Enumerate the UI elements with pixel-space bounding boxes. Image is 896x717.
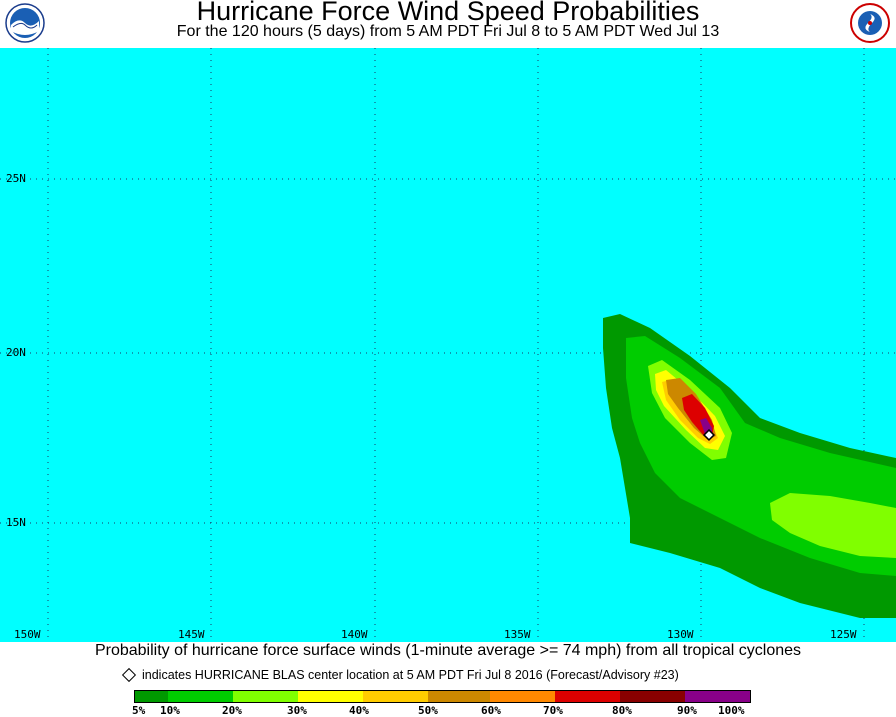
legend-label: 70% — [543, 704, 563, 717]
legend-swatch — [685, 691, 750, 702]
map-caption: Probability of hurricane force surface w… — [94, 642, 802, 659]
legend-swatch — [233, 691, 298, 702]
diamond-icon — [121, 667, 137, 683]
page-subtitle: For the 120 hours (5 days) from 5 AM PDT… — [176, 23, 720, 40]
lon-label-125w: 125W — [830, 628, 857, 641]
legend-swatch — [428, 691, 490, 702]
legend-label: 5% — [132, 704, 146, 717]
legend-label: 80% — [612, 704, 632, 717]
color-legend — [134, 690, 751, 703]
lat-label-25n: 25N — [6, 172, 26, 185]
lon-label-140w: 140W — [341, 628, 368, 641]
storm-note: indicates HURRICANE BLAS center location… — [120, 667, 679, 683]
lat-label-20n: 20N — [6, 346, 26, 359]
legend-label: 30% — [287, 704, 307, 717]
noaa-logo — [5, 3, 45, 43]
legend-label: 10% — [160, 704, 180, 717]
legend-swatch — [490, 691, 555, 702]
legend-label: 20% — [222, 704, 242, 717]
storm-note-text: indicates HURRICANE BLAS center location… — [142, 668, 679, 682]
legend-swatch — [620, 691, 685, 702]
legend-swatch — [555, 691, 620, 702]
contour-20pct-south — [770, 493, 896, 558]
lon-label-150w: 150W — [14, 628, 41, 641]
legend-label: 100% — [718, 704, 745, 717]
probability-map — [0, 48, 896, 642]
page-title: Hurricane Force Wind Speed Probabilities — [196, 0, 700, 26]
lon-label-130w: 130W — [667, 628, 694, 641]
storm-center-marker — [702, 428, 716, 442]
legend-label: 50% — [418, 704, 438, 717]
legend-label: 40% — [349, 704, 369, 717]
legend-swatch — [363, 691, 428, 702]
legend-label: 60% — [481, 704, 501, 717]
lon-label-145w: 145W — [178, 628, 205, 641]
legend-label: 90% — [677, 704, 697, 717]
legend-swatch — [298, 691, 363, 702]
lon-label-135w: 135W — [504, 628, 531, 641]
lat-label-15n: 15N — [6, 516, 26, 529]
national-weather-service-logo — [850, 3, 890, 43]
legend-swatch — [168, 691, 233, 702]
probability-contours — [603, 314, 896, 618]
legend-swatch — [135, 691, 168, 702]
